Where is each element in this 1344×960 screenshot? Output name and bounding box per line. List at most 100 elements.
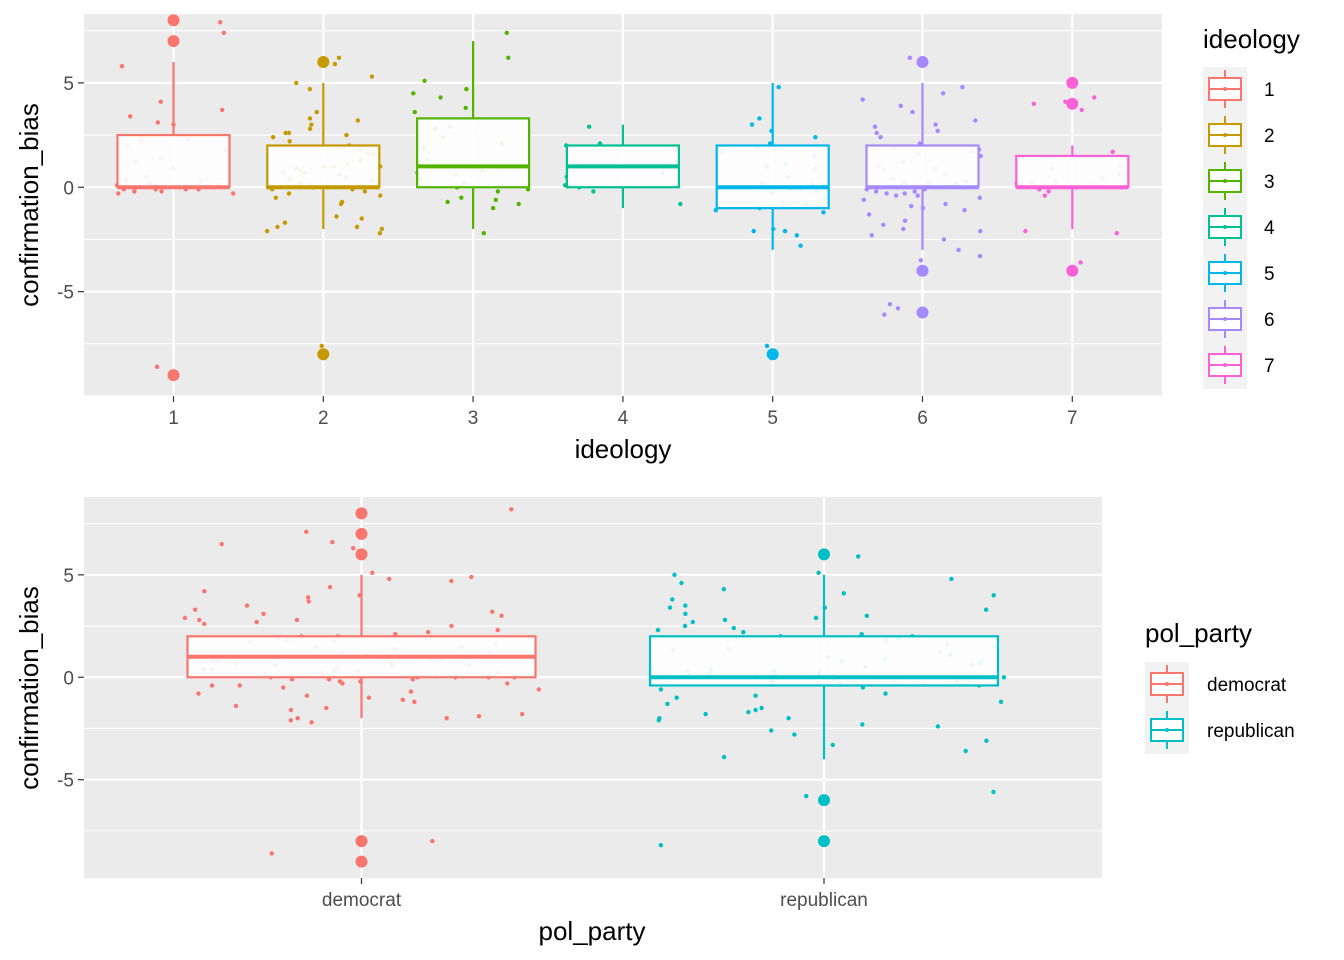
jitter-point-republican [759, 705, 764, 711]
x-tick-label-4: 4 [618, 408, 629, 429]
jitter-point-republican [658, 843, 664, 848]
outlier-point [916, 56, 929, 69]
outlier-point [355, 855, 368, 868]
legend-label-7: 7 [1264, 356, 1275, 377]
jitter-point-6 [873, 189, 879, 194]
legend-key-point [1223, 133, 1227, 137]
jitter-point-republican [998, 699, 1004, 704]
jitter-point-2 [344, 132, 349, 138]
jitter-point-2 [275, 224, 280, 230]
box-iqr [116, 133, 231, 189]
jitter-point-2 [362, 189, 368, 194]
jitter-point-republican [983, 607, 989, 612]
jitter-point-3 [412, 109, 417, 115]
jitter-point-democrat [244, 603, 250, 608]
jitter-point-6 [895, 306, 901, 311]
jitter-point-republican [722, 617, 728, 623]
jitter-point-republican [856, 554, 861, 559]
y-ticks-ideology: -5 0 5 [57, 74, 84, 304]
jitter-point-democrat [304, 529, 309, 534]
y-ticks-pol-party: -5 0 5 [57, 566, 84, 792]
jitter-point-2 [332, 61, 338, 67]
jitter-point-2 [319, 343, 324, 349]
jitter-point-democrat [269, 851, 274, 856]
legend-item-2: 2 [1208, 116, 1275, 154]
jitter-point-democrat [219, 541, 224, 547]
jitter-point-republican [658, 687, 664, 692]
legend-label-6: 6 [1264, 310, 1275, 331]
jitter-point-democrat [197, 617, 202, 623]
jitter-point-democrat [469, 574, 474, 580]
legend-item-democrat: democrat [1150, 665, 1287, 703]
jitter-point-6 [915, 193, 920, 198]
outlier-point [818, 548, 830, 561]
x-tick-label-3: 3 [468, 408, 479, 429]
y-tick-label: -5 [57, 771, 74, 792]
jitter-point-6 [956, 247, 961, 253]
jitter-point-republican [1001, 675, 1007, 680]
jitter-point-6 [874, 130, 879, 136]
jitter-point-7 [1046, 189, 1051, 194]
jitter-point-6 [912, 189, 917, 194]
jitter-point-democrat [509, 507, 514, 512]
y-tick-label: -5 [57, 283, 74, 304]
jitter-point-democrat [261, 611, 266, 616]
jitter-point-democrat [490, 609, 495, 614]
legend-item-4: 4 [1208, 208, 1275, 246]
jitter-point-democrat [426, 630, 431, 635]
legend-label-4: 4 [1264, 218, 1275, 239]
jitter-point-2 [377, 231, 382, 236]
jitter-point-7 [1023, 228, 1028, 234]
y-tick-label: 0 [63, 178, 74, 199]
jitter-point-republican [813, 615, 819, 621]
jitter-point-republican [690, 619, 695, 625]
jitter-point-republican [984, 738, 989, 743]
jitter-point-2 [359, 216, 364, 221]
legend-title-ideology: ideology [1203, 24, 1300, 54]
jitter-point-democrat [254, 619, 259, 625]
jitter-point-1 [220, 107, 225, 113]
jitter-point-2 [378, 193, 383, 198]
legend-pol-party: pol_party democrat republican [1145, 618, 1295, 754]
y-tick-label: 5 [63, 566, 74, 587]
jitter-point-republican [682, 623, 688, 629]
jitter-point-republican [665, 701, 670, 707]
jitter-point-democrat [309, 720, 314, 725]
x-tick-label-7: 7 [1067, 408, 1078, 429]
jitter-point-5 [813, 135, 818, 140]
jitter-point-2 [355, 118, 361, 123]
outlier-point [1066, 76, 1079, 89]
legend-key-point [1223, 363, 1227, 367]
jitter-point-republican [935, 724, 941, 729]
legend-key-point [1165, 728, 1169, 732]
jitter-point-3 [445, 199, 450, 205]
jitter-point-democrat [305, 595, 311, 600]
y-axis-title-ideology: confirmation_bias [14, 103, 44, 307]
jitter-point-3 [438, 95, 443, 100]
legend-item-3: 3 [1208, 162, 1275, 200]
jitter-point-3 [495, 189, 501, 194]
legend-label-3: 3 [1264, 172, 1275, 193]
jitter-point-1 [159, 189, 164, 194]
jitter-point-republican [703, 711, 708, 717]
legend-item-republican: republican [1150, 711, 1295, 749]
jitter-point-republican [792, 732, 797, 737]
jitter-point-5 [749, 122, 755, 127]
jitter-point-democrat [281, 685, 286, 690]
box-iqr [266, 144, 381, 189]
jitter-point-democrat [306, 599, 311, 604]
jitter-point-republican [655, 627, 661, 633]
jitter-point-7 [1092, 95, 1097, 100]
jitter-point-republican [731, 625, 736, 631]
jitter-point-democrat [295, 716, 300, 721]
outlier-point [355, 507, 368, 520]
outlier-point [818, 835, 830, 848]
jitter-point-4 [678, 201, 683, 207]
jitter-point-2 [338, 201, 344, 207]
jitter-point-5 [798, 243, 803, 248]
jitter-point-2 [307, 86, 313, 92]
jitter-point-republican [841, 591, 846, 596]
y-tick-label: 5 [63, 74, 74, 95]
legend-key-point [1223, 225, 1227, 229]
jitter-point-6 [860, 97, 865, 102]
